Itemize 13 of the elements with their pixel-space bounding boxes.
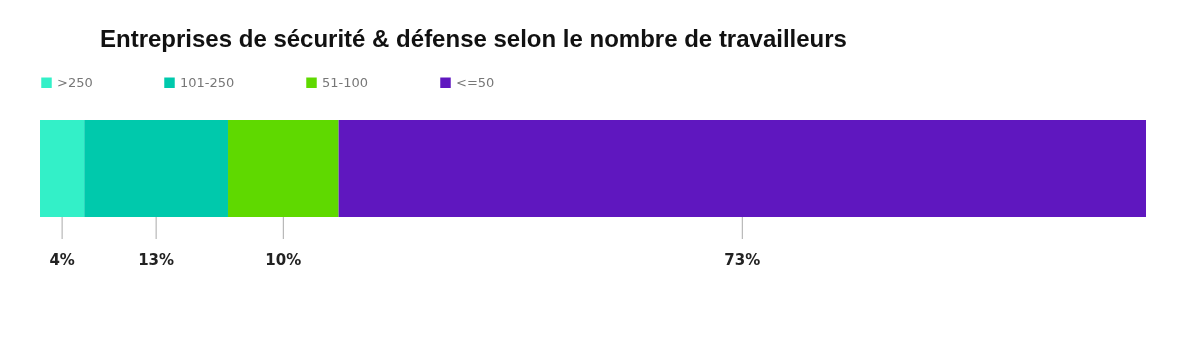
data-label: 73% [724, 251, 761, 269]
bar [228, 120, 339, 217]
legend-label: <=50 [456, 74, 495, 90]
legend-label: 51-100 [322, 74, 369, 90]
legend-label: 101-250 [180, 74, 235, 90]
data-label: 10% [265, 251, 302, 269]
bar [338, 120, 1146, 217]
bar [84, 120, 229, 217]
chart-title: Entreprises de sécurité & défense selon le nombre de travailleurs [100, 25, 847, 52]
data-label: 13% [138, 251, 175, 269]
data-label: 4% [49, 251, 75, 269]
bar [40, 120, 85, 217]
legend-label: >250 [57, 74, 93, 90]
